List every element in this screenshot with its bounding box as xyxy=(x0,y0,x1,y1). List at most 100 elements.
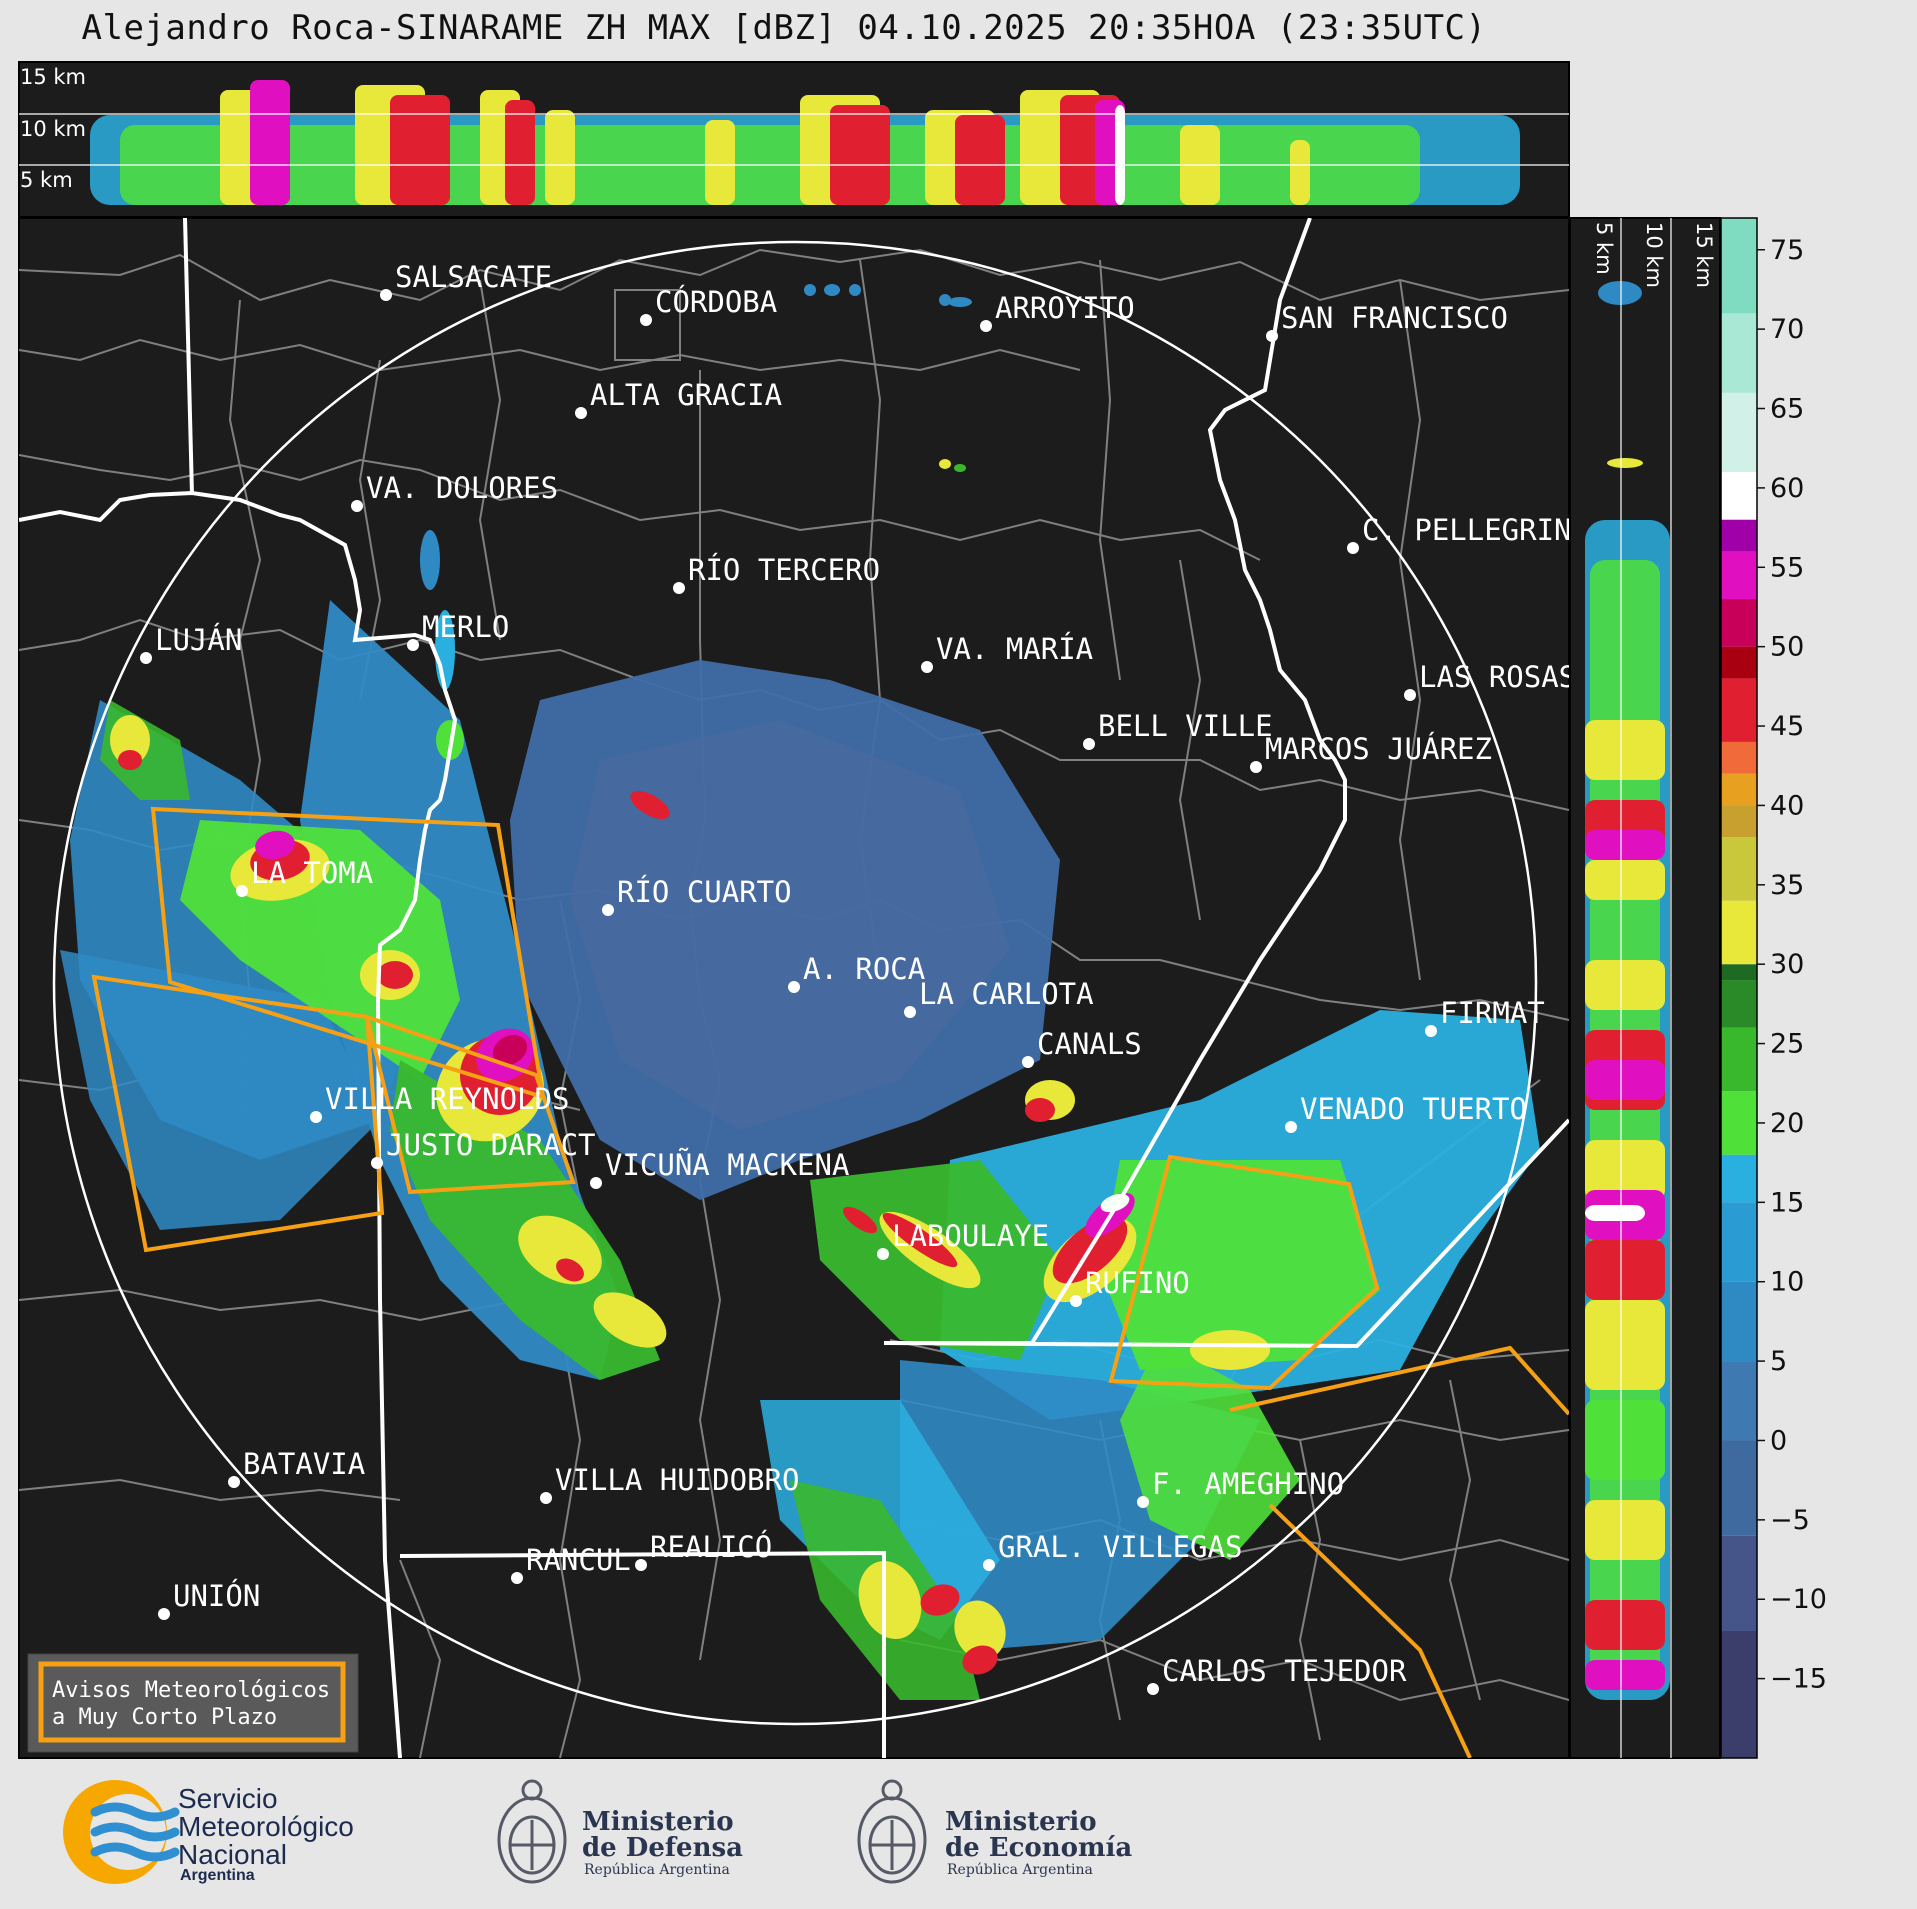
city-marker xyxy=(1347,542,1359,554)
city-marker xyxy=(575,407,587,419)
city-marker xyxy=(983,1559,995,1571)
warning-polygon-buenos-aires xyxy=(1229,1345,1569,1758)
echo-area xyxy=(390,1060,660,1380)
city-marker xyxy=(1137,1496,1149,1508)
echo-cell xyxy=(556,1258,584,1282)
colorbar-swatch xyxy=(1721,980,1757,1028)
echo-column xyxy=(390,95,450,205)
city-label: FIRMAT xyxy=(1440,996,1545,1030)
colorbar-swatch xyxy=(1721,1630,1757,1758)
city-label: LAS ROSAS xyxy=(1419,660,1576,694)
echo-cell xyxy=(1598,281,1642,305)
echo-area xyxy=(570,720,1010,1130)
colorbar-tick-label: 40 xyxy=(1770,790,1804,821)
city-label: JUSTO DARACT xyxy=(386,1128,596,1162)
echo-layer xyxy=(1585,830,1665,860)
colorbar-swatch xyxy=(1721,519,1757,552)
city-marker xyxy=(673,582,685,594)
echo-column xyxy=(830,105,890,205)
echo-cell xyxy=(842,1206,878,1234)
city-label: LABOULAYE xyxy=(892,1219,1049,1253)
echo-area xyxy=(1100,1160,1380,1370)
warning-polygon-villa-reynolds xyxy=(91,974,385,1253)
echo-layer xyxy=(1585,1660,1665,1690)
echo-column xyxy=(955,115,1005,205)
city-label: VA. MARÍA xyxy=(936,632,1093,666)
echo-cell xyxy=(804,284,816,296)
city-marker xyxy=(635,1559,647,1571)
colorbar-tick-label: 5 xyxy=(1770,1346,1787,1377)
colorbar-swatch xyxy=(1721,1202,1757,1282)
city-label: VENADO TUERTO xyxy=(1300,1092,1527,1126)
economia-logo: Ministerio de Economía República Argenti… xyxy=(857,1779,1132,1884)
city-marker xyxy=(980,320,992,332)
echo-cell xyxy=(377,961,413,989)
colorbar-tick-label: −5 xyxy=(1770,1505,1810,1536)
city-marker xyxy=(1070,1295,1082,1307)
city-label: VICUÑA MACKENA xyxy=(605,1148,849,1182)
colorbar-tick-label: 35 xyxy=(1770,870,1804,901)
echo-layer xyxy=(1585,1205,1645,1221)
echo-cell xyxy=(954,1600,1006,1660)
echo-column xyxy=(250,80,290,205)
colorbar-tick-label: 10 xyxy=(1770,1267,1804,1298)
colorbar-tick-label: 60 xyxy=(1770,473,1804,504)
echo-layer xyxy=(1585,720,1665,780)
page-title: Alejandro Roca-SINARAME ZH MAX [dBZ] 04.… xyxy=(81,8,1487,48)
echo-cell xyxy=(882,1212,958,1268)
city-label: C. PELLEGRINI xyxy=(1362,513,1589,547)
echo-cell xyxy=(593,1292,667,1348)
radar-map: SALSACATE CÓRDOBA ARROYITO SAN FRANCISCO ALT… xyxy=(18,217,1589,1759)
echo-layer xyxy=(1585,960,1665,1010)
city-marker xyxy=(904,1006,916,1018)
echo-cell xyxy=(920,1584,960,1616)
echo-layer xyxy=(1585,1300,1665,1390)
defensa-line-3: República Argentina xyxy=(584,1862,730,1878)
city-marker xyxy=(602,904,614,916)
colorbar-tick-label: −15 xyxy=(1770,1664,1827,1695)
colorbar-swatch xyxy=(1721,837,1757,901)
city-marker xyxy=(1285,1121,1297,1133)
colorbar-swatch xyxy=(1721,1281,1757,1362)
city-label: ALTA GRACIA xyxy=(590,378,782,412)
legend-line-2: a Muy Corto Plazo xyxy=(52,1705,277,1730)
city-labels: SALSACATE CÓRDOBA ARROYITO SAN FRANCISCO ALT… xyxy=(140,260,1589,1695)
colorbar-swatches xyxy=(1721,218,1757,1758)
city-marker xyxy=(371,1157,383,1169)
city-label: BATAVIA xyxy=(243,1447,365,1481)
city-marker xyxy=(1147,1683,1159,1695)
defensa-line-1: Ministerio xyxy=(582,1807,734,1837)
city-label: SALSACATE xyxy=(395,260,552,294)
echo-column xyxy=(1115,105,1125,205)
city-label: F. AMEGHINO xyxy=(1152,1467,1344,1501)
colorbar-swatch xyxy=(1721,1361,1757,1441)
economia-line-3: República Argentina xyxy=(947,1862,1093,1878)
city-label: VILLA REYNOLDS xyxy=(325,1082,569,1116)
warning-legend: Avisos Meteorológicos a Muy Corto Plazo xyxy=(27,1653,359,1753)
city-marker xyxy=(877,1248,889,1260)
colorbar-swatch xyxy=(1721,964,1757,981)
echo-cell xyxy=(110,715,150,765)
colorbar-tick-label: 20 xyxy=(1770,1108,1804,1139)
colorbar-swatch xyxy=(1721,900,1757,965)
colorbar-tick-label: 70 xyxy=(1770,314,1804,345)
echo-cell xyxy=(1025,1098,1055,1122)
colorbar-swatch xyxy=(1721,805,1757,838)
top-level-5km: 5 km xyxy=(20,168,73,192)
city-marker xyxy=(236,885,248,897)
colorbar-swatch xyxy=(1721,392,1757,473)
echo-cell xyxy=(420,530,440,590)
colorbar-tick-label: 50 xyxy=(1770,632,1804,663)
echo-cell xyxy=(939,294,951,306)
echo-column xyxy=(1290,140,1310,205)
echo-layer xyxy=(1585,1400,1665,1480)
warning-polygon-justo-daract xyxy=(364,1013,576,1195)
colorbar-tick-label: −10 xyxy=(1770,1584,1827,1615)
city-label: VA. DOLORES xyxy=(366,471,558,505)
colorbar-swatch xyxy=(1721,551,1757,600)
smn-emblem-icon xyxy=(63,1780,180,1884)
radar-range-ring xyxy=(52,240,1538,1726)
